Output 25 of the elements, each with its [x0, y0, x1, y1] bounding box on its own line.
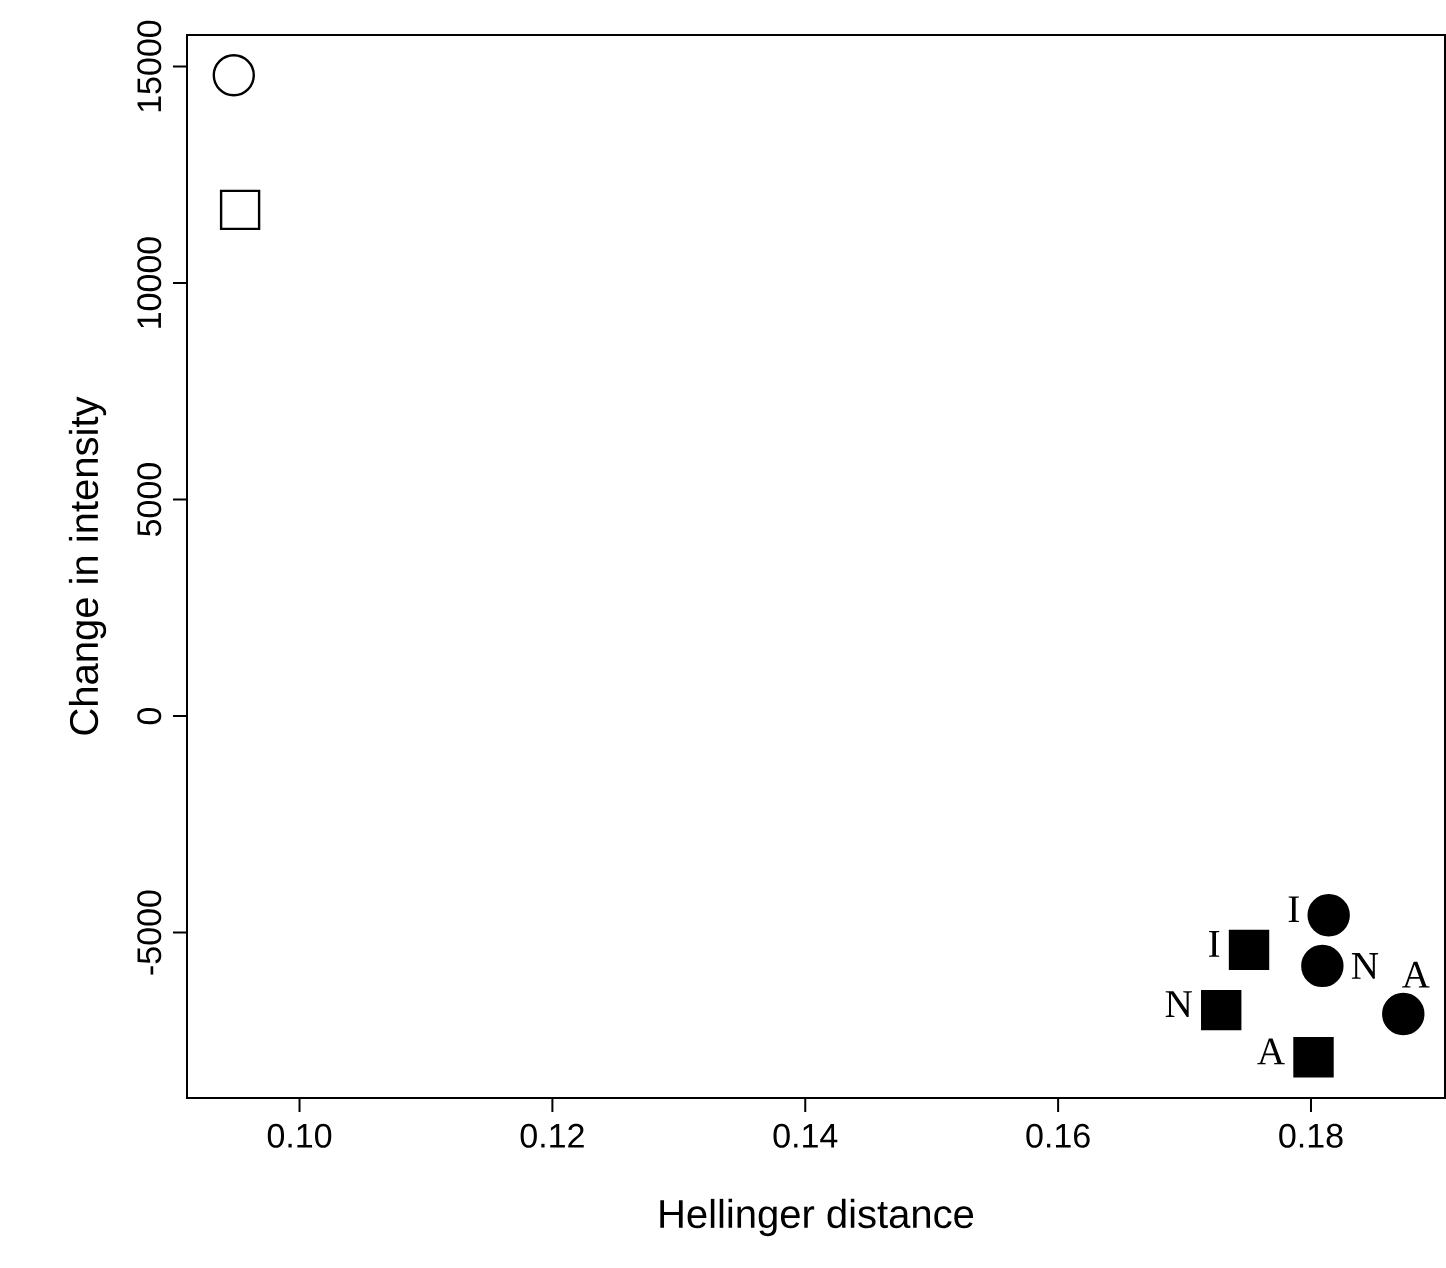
x-tick-label: 0.12 — [520, 1123, 584, 1148]
point — [1228, 929, 1270, 971]
point — [1301, 944, 1344, 988]
y-tick-label: 15000 — [137, 20, 162, 112]
point — [212, 54, 255, 97]
y-axis-title: Change in intensity — [68, 396, 107, 735]
point — [1293, 1037, 1334, 1078]
data-label: N — [1351, 953, 1379, 979]
x-tick-label: 0.14 — [773, 1123, 838, 1148]
data-label: A — [1257, 1038, 1285, 1065]
data-label: I — [1288, 896, 1299, 923]
data-label: I — [1209, 931, 1220, 957]
point — [219, 189, 261, 231]
x-axis-title: Hellinger distance — [660, 1198, 974, 1237]
point — [1307, 894, 1350, 937]
y-tick-label: 10000 — [137, 237, 162, 328]
y-tick-label: 0 — [137, 707, 162, 725]
point — [1201, 989, 1242, 1031]
x-tick-label: 0.16 — [1026, 1123, 1090, 1148]
x-tick-label: 0.10 — [267, 1123, 332, 1148]
x-tick-label: 0.18 — [1279, 1123, 1343, 1148]
data-label: A — [1402, 961, 1430, 988]
y-tick-label: 5000 — [137, 463, 162, 537]
y-tick-label: -5000 — [137, 890, 162, 975]
data-label: N — [1165, 991, 1192, 1017]
